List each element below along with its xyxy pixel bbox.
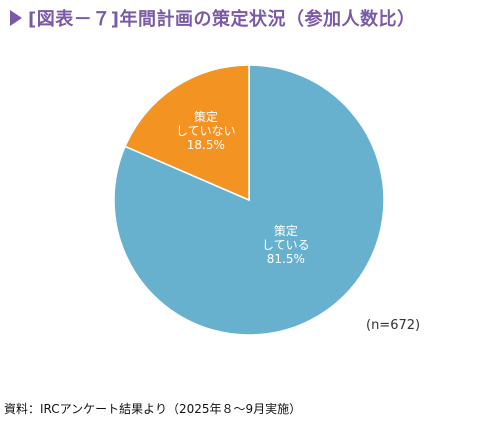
title-triangle-icon <box>10 10 22 26</box>
slice-label-yes: 策定 している 81.5% <box>262 224 310 266</box>
chart-title: [図表－７]年間計画の策定状況（参加人数比） <box>10 6 415 30</box>
slice-label-no-line2: していない <box>176 124 236 138</box>
slice-label-yes-line2: している <box>262 238 310 252</box>
slice-strategy-no <box>124 64 250 202</box>
slice-label-yes-line1: 策定 <box>273 224 298 238</box>
sample-size-label: (n=672) <box>366 318 421 333</box>
slice-value-yes: 81.5% <box>266 252 305 266</box>
chart-title-text: [図表－７]年間計画の策定状況（参加人数比） <box>28 9 416 30</box>
source-note: 資料：IRCアンケート結果より（2025年８～9月実施） <box>4 402 302 416</box>
slice-label-no-line1: 策定 <box>193 110 218 124</box>
slice-label-no: 策定 していない 18.5% <box>176 110 236 152</box>
slice-value-no: 18.5% <box>186 138 225 152</box>
